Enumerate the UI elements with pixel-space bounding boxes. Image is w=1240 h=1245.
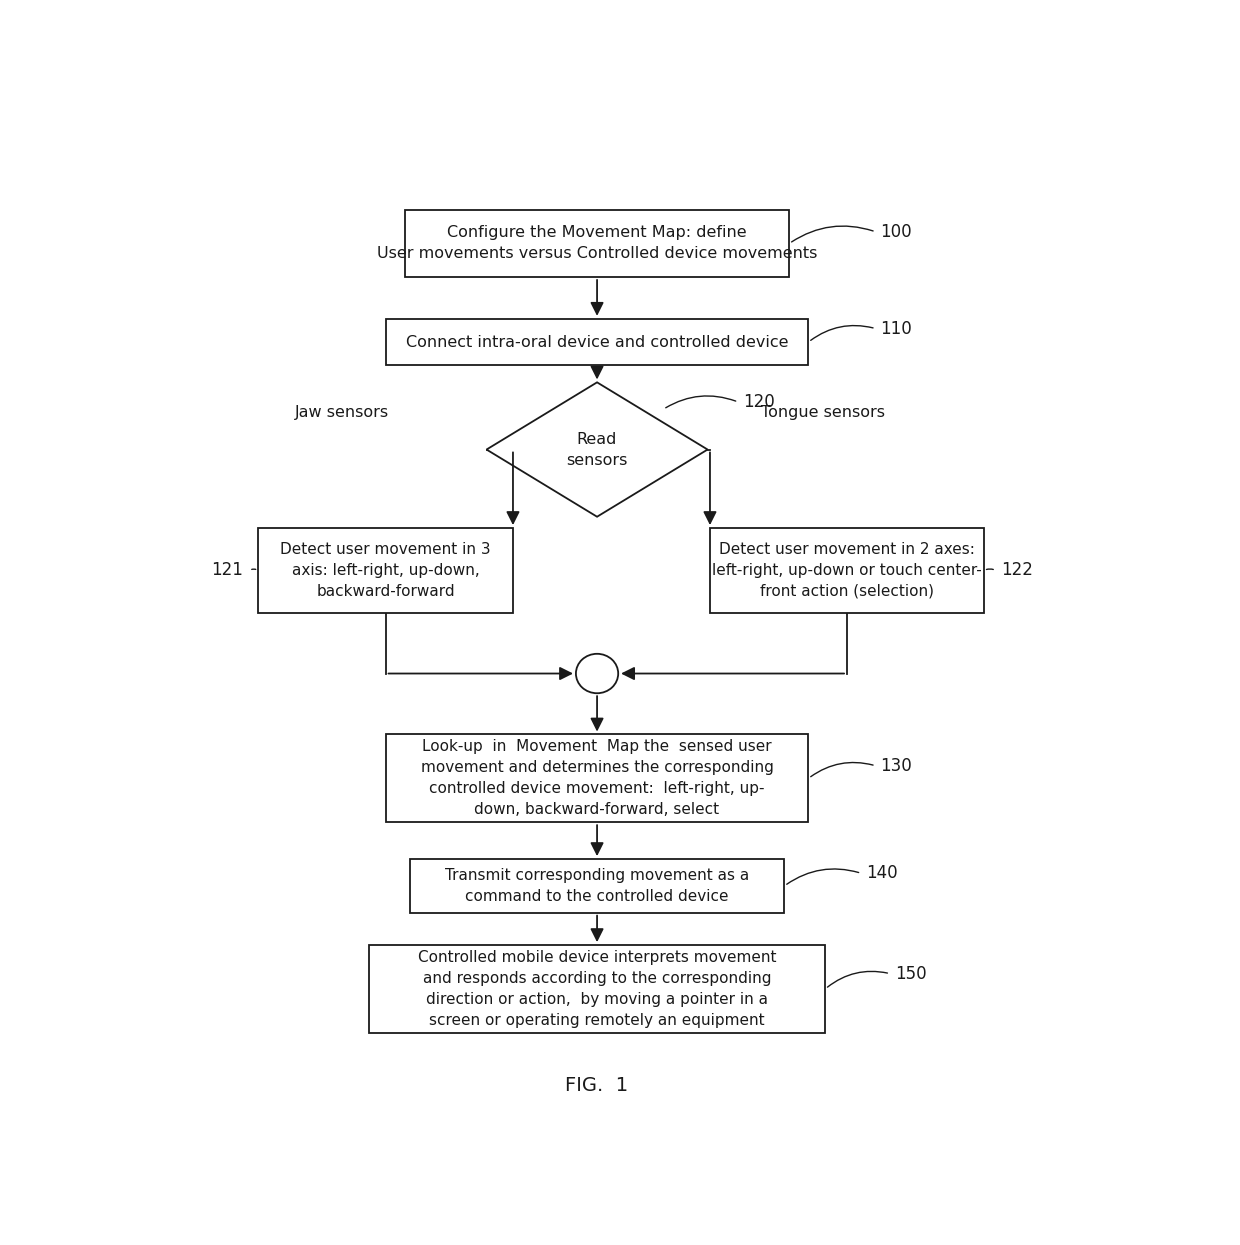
FancyBboxPatch shape <box>368 945 826 1033</box>
Polygon shape <box>486 382 708 517</box>
Text: 122: 122 <box>1001 561 1033 579</box>
Text: Look-up  in  Movement  Map the  sensed user
movement and determines the correspo: Look-up in Movement Map the sensed user … <box>420 740 774 818</box>
Text: Read
sensors: Read sensors <box>567 432 627 468</box>
Text: Connect intra-oral device and controlled device: Connect intra-oral device and controlled… <box>405 335 789 350</box>
Text: Configure the Movement Map: define
User movements versus Controlled device movem: Configure the Movement Map: define User … <box>377 225 817 261</box>
Text: Controlled mobile device interprets movement
and responds according to the corre: Controlled mobile device interprets move… <box>418 950 776 1028</box>
Text: Transmit corresponding movement as a
command to the controlled device: Transmit corresponding movement as a com… <box>445 868 749 904</box>
Text: Tongue sensors: Tongue sensors <box>761 406 885 421</box>
Text: Detect user movement in 3
axis: left-right, up-down,
backward-forward: Detect user movement in 3 axis: left-rig… <box>280 542 491 599</box>
Text: Jaw sensors: Jaw sensors <box>295 406 389 421</box>
FancyBboxPatch shape <box>386 319 808 365</box>
FancyBboxPatch shape <box>386 735 808 822</box>
Text: 120: 120 <box>743 393 775 411</box>
Text: 110: 110 <box>880 320 913 337</box>
Text: 130: 130 <box>880 757 913 774</box>
Text: 100: 100 <box>880 223 913 240</box>
Circle shape <box>575 654 619 693</box>
FancyBboxPatch shape <box>258 528 513 613</box>
FancyBboxPatch shape <box>711 528 983 613</box>
Text: Detect user movement in 2 axes:
left-right, up-down or touch center-
front actio: Detect user movement in 2 axes: left-rig… <box>712 542 982 599</box>
Text: 150: 150 <box>895 965 926 982</box>
Text: 121: 121 <box>211 561 243 579</box>
Text: 140: 140 <box>866 864 898 883</box>
Text: FIG.  1: FIG. 1 <box>565 1076 629 1096</box>
FancyBboxPatch shape <box>404 210 789 278</box>
FancyBboxPatch shape <box>409 859 785 913</box>
